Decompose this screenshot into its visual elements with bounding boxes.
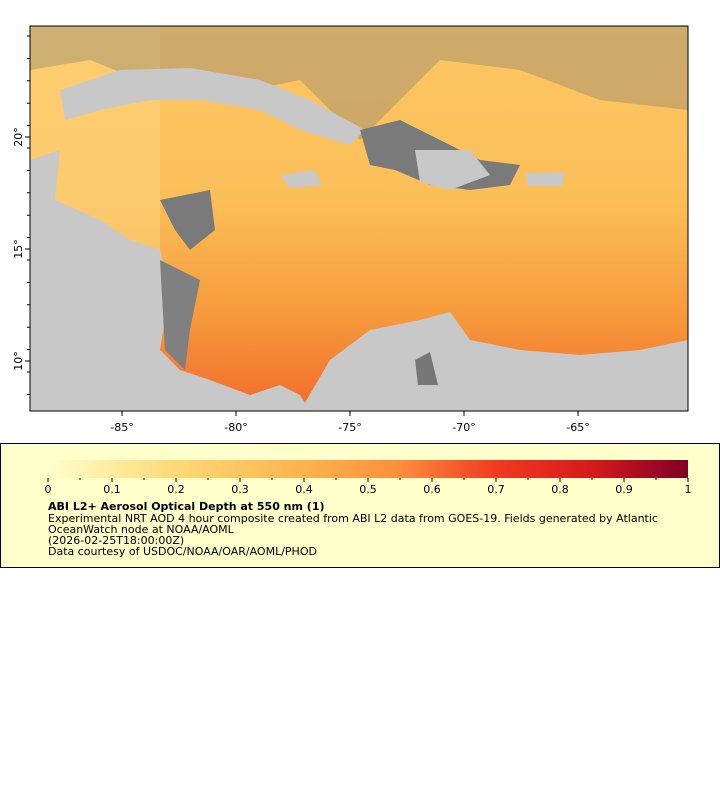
cloud-mask: [30, 26, 688, 140]
legend-line: (2026-02-25T18:00:00Z): [48, 534, 184, 547]
x-tick-label: -80°: [224, 421, 247, 434]
colorbar-label: 0.3: [231, 483, 249, 496]
axes: -85° -80° -75° -70° -65° 10° 15° 20°: [12, 35, 590, 434]
x-tick-label: -75°: [338, 421, 361, 434]
jamaica: [280, 170, 322, 188]
x-tick-label: -70°: [452, 421, 475, 434]
central-america: [30, 150, 310, 411]
colorbar-label: 0.9: [615, 483, 633, 496]
y-tick-label: 20°: [12, 127, 25, 147]
legend-title: ABI L2+ Aerosol Optical Depth at 550 nm …: [48, 500, 325, 513]
colorbar-label: 0: [45, 483, 52, 496]
hispaniola: [415, 150, 490, 190]
legend-line: OceanWatch node at NOAA/AOML: [48, 523, 235, 536]
legend-line: Data courtesy of USDOC/NOAA/OAR/AOML/PHO…: [48, 545, 317, 558]
colorbar-label: 0.8: [551, 483, 569, 496]
legend-line: Experimental NRT AOD 4 hour composite cr…: [48, 512, 658, 525]
colorbar-label: 0.4: [295, 483, 313, 496]
cloud-area: [160, 190, 215, 250]
colorbar-ticks: 0 0.1 0.2 0.3 0.4 0.5 0.6 0.7 0.8 0.9 1: [45, 478, 692, 496]
puerto-rico: [525, 172, 565, 186]
colorbar: [48, 460, 688, 478]
cloud-area: [160, 260, 200, 370]
colorbar-label: 0.7: [487, 483, 505, 496]
colorbar-label: 0.1: [103, 483, 121, 496]
lake-maracaibo: [415, 352, 438, 385]
colorbar-label: 1: [685, 483, 692, 496]
x-tick-label: -85°: [110, 421, 133, 434]
map: [29, 25, 689, 412]
south-america: [300, 312, 688, 411]
colorbar-label: 0.6: [423, 483, 441, 496]
colorbar-label: 0.5: [359, 483, 377, 496]
y-tick-label: 10°: [12, 351, 25, 371]
x-tick-label: -65°: [566, 421, 589, 434]
y-tick-label: 15°: [12, 239, 25, 259]
colorbar-label: 0.2: [167, 483, 185, 496]
cuba: [60, 68, 365, 145]
